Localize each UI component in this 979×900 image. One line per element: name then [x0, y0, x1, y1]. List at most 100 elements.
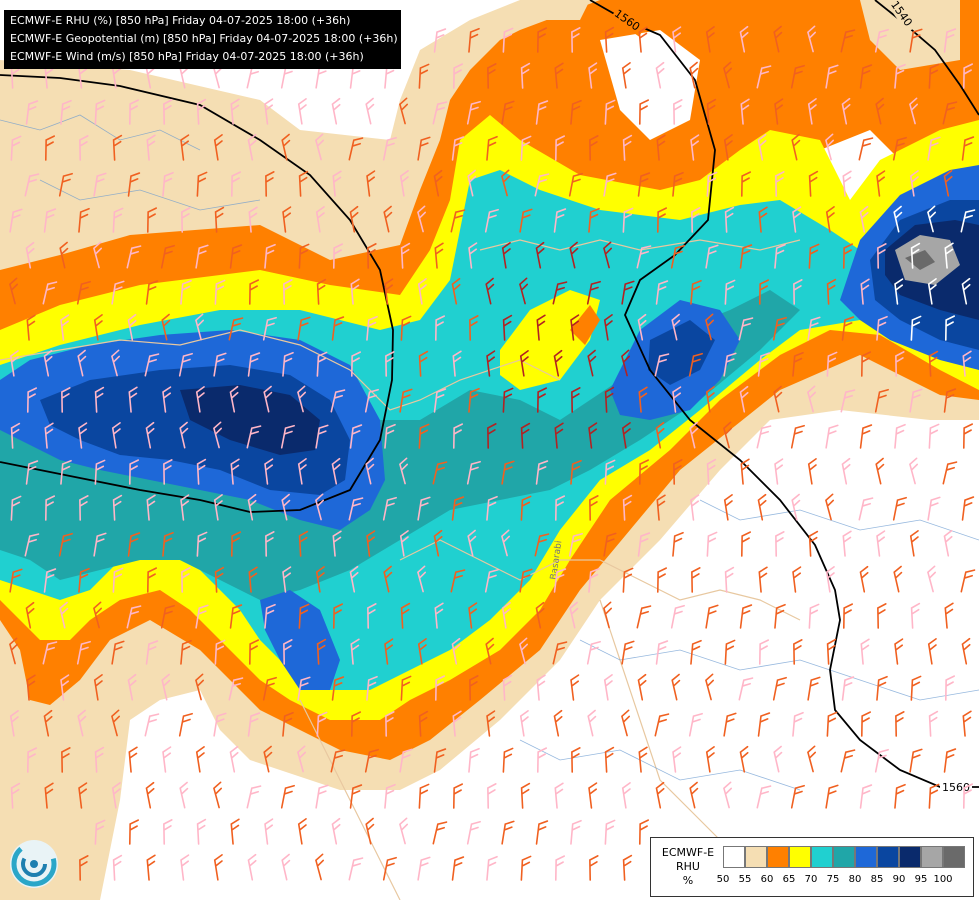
wind-barb — [774, 98, 784, 125]
wind-barb — [213, 134, 223, 161]
wind-barb — [910, 242, 921, 269]
wind-barb — [894, 423, 906, 449]
wind-barb — [825, 566, 835, 593]
wind-barb — [723, 61, 733, 89]
wind-barb — [568, 532, 583, 557]
wind-barb — [944, 602, 954, 629]
wind-barb — [690, 639, 702, 665]
wind-barb — [622, 207, 634, 233]
wind-barb — [195, 244, 209, 269]
wind-barb — [145, 280, 159, 305]
wind-barb — [689, 781, 699, 809]
wind-barb — [162, 171, 174, 197]
wind-barb — [126, 245, 142, 269]
wind-barb — [24, 533, 40, 557]
wind-barb — [348, 137, 364, 161]
wind-barb — [366, 315, 378, 341]
wind-barb — [283, 279, 293, 305]
wind-barb — [586, 280, 601, 305]
wind-barb — [297, 316, 311, 341]
wind-barb — [94, 746, 105, 773]
wind-barb — [433, 529, 443, 557]
wind-barb — [93, 674, 103, 701]
wind-barb — [841, 316, 855, 341]
wind-barb — [44, 135, 56, 161]
legend-title-line-2: RHU — [676, 860, 700, 873]
wind-barb — [26, 387, 38, 413]
wind-barb — [501, 460, 515, 485]
wind-barb — [196, 98, 207, 125]
wind-barb — [502, 747, 514, 773]
wind-barb — [93, 532, 107, 557]
wind-barb — [316, 711, 328, 737]
wind-barb — [399, 748, 413, 773]
wind-barb — [213, 494, 223, 521]
wind-barb — [399, 170, 409, 197]
legend-tick-label: 80 — [848, 874, 862, 885]
wind-barb — [247, 352, 261, 377]
wind-barb — [78, 567, 90, 593]
wind-barb — [825, 64, 839, 89]
wind-barb — [554, 782, 564, 809]
wind-barb — [144, 713, 160, 737]
wind-barb — [841, 676, 855, 701]
rhu-55-patch-2 — [860, 0, 960, 70]
wind-barb — [468, 242, 478, 269]
legend-swatch — [833, 846, 855, 868]
wind-barb — [943, 28, 957, 53]
wind-barb — [384, 423, 396, 449]
wind-barb — [163, 819, 173, 845]
wind-barb — [860, 351, 872, 377]
wind-barb — [298, 170, 309, 197]
wind-barb — [587, 709, 597, 737]
wind-barb — [78, 782, 88, 809]
wind-barb — [9, 710, 19, 737]
wind-barb — [689, 61, 699, 89]
wind-barb — [740, 98, 750, 125]
wind-barb — [163, 459, 173, 485]
wind-barb — [349, 424, 363, 449]
wind-barb — [858, 497, 874, 521]
wind-barb — [181, 207, 191, 233]
wind-barb — [534, 533, 550, 557]
wind-barb — [672, 746, 682, 773]
wind-barb — [94, 99, 106, 125]
wind-barb — [384, 638, 394, 665]
wind-barb — [520, 135, 532, 161]
legend-tick-label: 55 — [738, 874, 752, 885]
wind-barb — [467, 529, 477, 557]
wind-barb — [589, 495, 599, 521]
wind-barb — [825, 493, 835, 521]
wind-barb — [331, 97, 341, 125]
wind-barb — [942, 461, 958, 485]
wind-barb — [111, 709, 121, 737]
wind-barb — [316, 278, 327, 305]
wind-barb — [382, 856, 397, 881]
legend-tick-label: 90 — [892, 874, 906, 885]
wind-barb — [228, 677, 244, 701]
wind-barb — [399, 817, 409, 845]
wind-barb — [195, 386, 205, 413]
wind-barb — [264, 98, 274, 125]
wind-barb — [487, 423, 497, 449]
wind-barb — [535, 460, 549, 485]
wind-barb — [706, 98, 717, 125]
wind-barb — [93, 601, 103, 629]
wind-barb — [112, 854, 123, 881]
wind-barb — [248, 206, 258, 233]
wind-barb — [417, 278, 427, 305]
wind-barb — [128, 819, 140, 845]
legend-swatch — [767, 846, 789, 868]
wind-barb — [111, 280, 125, 305]
wind-barb — [655, 61, 665, 89]
wind-barb — [622, 567, 634, 593]
wind-barb — [589, 855, 599, 881]
wind-barb — [466, 100, 481, 125]
wind-barb — [160, 244, 175, 269]
wind-barb — [553, 709, 563, 737]
wind-barb — [860, 638, 870, 665]
wind-barb — [9, 568, 23, 593]
wind-barb — [859, 64, 873, 89]
wind-barb — [587, 349, 597, 377]
legend-swatch — [855, 846, 877, 868]
